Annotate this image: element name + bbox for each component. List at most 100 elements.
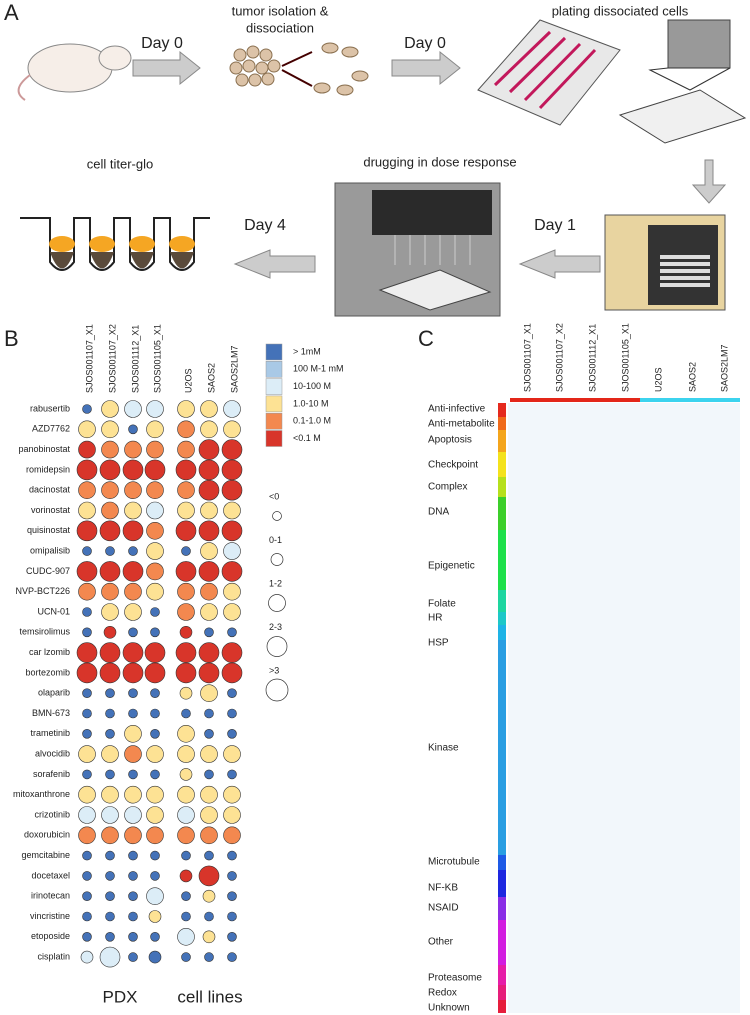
dose-dot [146,826,164,845]
dose-dot [82,931,92,942]
size-legend-dot [266,636,288,657]
dose-dot [177,745,195,763]
legend-label: > 1mM [293,346,321,356]
size-legend-dot [272,511,282,521]
legend-label: 100 M-1 mM [293,364,344,374]
size-legend-label: 1-2 [269,578,282,588]
dose-dot [200,684,218,703]
dose-dot [200,826,218,845]
dose-dot [179,768,193,781]
category-label: Microtubule [428,857,480,868]
category-strip [498,497,506,530]
category-label: NF-KB [428,883,458,894]
column-header: SAOS2LM7 [719,344,729,392]
legend-label: 0.1-1.0 M [293,416,331,426]
drug-label: docetaxel [31,870,70,880]
dose-dot [204,850,214,861]
dose-dot [200,745,218,763]
dose-dot [82,769,92,780]
dose-dot [227,931,237,942]
dose-dot [128,952,138,962]
category-label: Proteasome [428,973,482,984]
dose-dot [223,501,241,520]
dose-dot [101,440,119,459]
step-label: Day 4 [244,217,286,234]
dose-dot [223,420,241,439]
dose-dot [82,871,92,881]
dose-dot [76,642,98,663]
dose-dot [223,542,241,560]
category-label: Redox [428,988,457,999]
dose-dot [150,931,160,942]
dose-dot [179,686,193,700]
heatmap-area [508,403,740,1013]
dose-dot [124,501,142,520]
dose-dot [82,627,92,638]
dose-dot [202,889,216,903]
dose-dot [128,627,138,638]
dose-dot [177,603,195,621]
dose-dot [181,546,191,556]
drug-label: etoposide [31,931,70,941]
dose-dot [78,440,96,459]
dose-dot [146,501,164,520]
dose-dot [200,542,218,560]
cell-line-bar [640,398,740,402]
dose-dot [78,785,96,804]
dose-dot [150,607,160,617]
dose-dot [146,400,164,418]
dose-dot [227,911,237,922]
dose-dot [146,806,164,824]
step-label: tumor isolation & [232,3,329,18]
dose-dot [124,440,142,459]
dose-dot [101,603,119,621]
step-label: Day 0 [141,35,183,52]
dose-dot [128,850,138,861]
dose-dot [82,911,92,922]
drug-label: vincristine [30,911,70,921]
category-label: Apoptosis [428,435,472,446]
dose-dot [177,724,195,743]
drug-label: NVP-BCT226 [15,586,70,596]
dose-dot [128,708,138,719]
dose-dot [105,728,115,739]
panel-a-art [17,19,747,317]
size-legend-dot [265,678,289,702]
drug-label: cisplatin [37,951,70,961]
drug-label: sorafenib [33,769,70,779]
dose-dot [200,400,218,418]
dose-dot [177,440,195,459]
drug-label: crizotinib [34,809,70,819]
size-legend-dot [268,594,286,612]
category-strip [498,870,506,897]
dose-dot [76,662,98,684]
dose-dot [76,561,98,582]
dose-dot [221,479,243,501]
dose-dot [198,459,220,481]
category-strip [498,430,506,452]
panel-label: C [418,326,434,351]
dose-dot [99,561,121,582]
column-header: SAOS2 [206,363,216,393]
drug-label: trametinib [30,728,70,738]
size-legend-label: >3 [269,665,279,675]
category-strip [498,920,506,965]
dose-dot [128,424,138,435]
dose-dot [105,891,115,902]
dose-dot [101,826,119,845]
dose-dot [124,785,142,804]
dose-dot [105,769,115,780]
group-label: cell lines [177,987,242,1006]
dose-dot [181,911,191,922]
category-label: Checkpoint [428,460,478,471]
category-label: Folate [428,599,456,610]
size-legend-dot [270,553,284,566]
dose-dot [146,887,164,906]
dose-dot [128,769,138,780]
dose-dot [82,688,92,699]
dose-dot [175,662,197,684]
dose-dot [76,459,98,481]
panel-label: A [4,0,19,25]
category-strip [498,530,506,590]
drug-label: quisinostat [27,525,71,535]
